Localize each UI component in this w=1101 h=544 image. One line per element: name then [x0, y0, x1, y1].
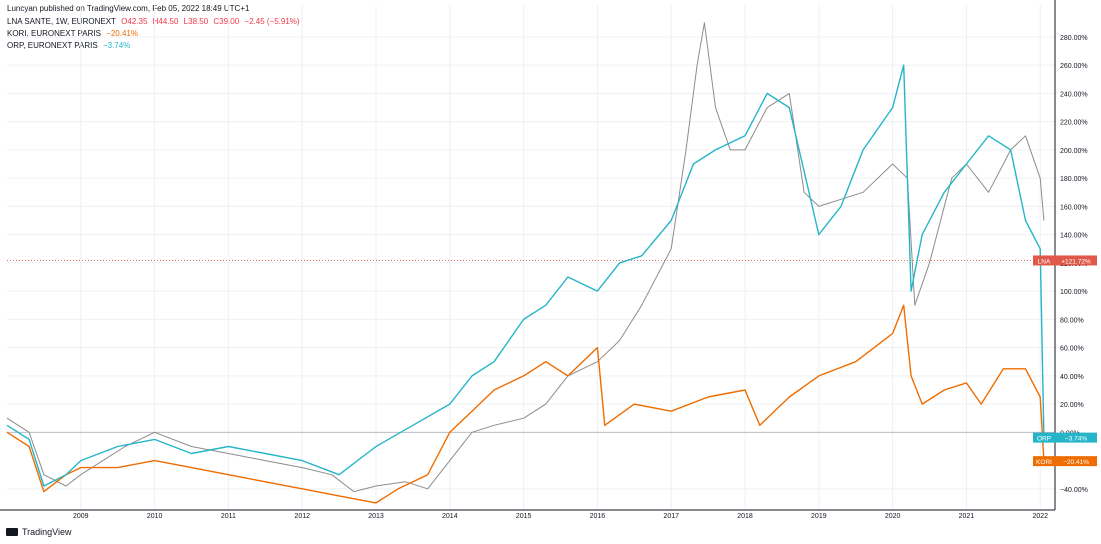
badge-symbol: LNA [1038, 258, 1051, 265]
y-tick-label: 240.00% [1060, 91, 1088, 98]
y-tick-label: 180.00% [1060, 176, 1088, 183]
main-symbol-label: LNA SANTE, 1W, EURONEXT [7, 17, 116, 26]
low-value: L38.50 [183, 17, 209, 26]
y-tick-label: 200.00% [1060, 148, 1088, 155]
y-tick-label: 220.00% [1060, 120, 1088, 127]
x-tick-label: 2014 [442, 513, 458, 520]
main-symbol-legend[interactable]: LNA SANTE, 1W, EURONEXT O42.35 H44.50 L3… [7, 17, 303, 26]
badge-value: −20.41% [1063, 459, 1089, 466]
x-tick-label: 2013 [368, 513, 384, 520]
x-tick-label: 2022 [1032, 513, 1048, 520]
y-tick-label: 20.00% [1060, 402, 1084, 409]
badge-value-bg [1055, 456, 1097, 467]
y-tick-label: 60.00% [1060, 346, 1084, 353]
y-tick-label: 160.00% [1060, 204, 1088, 211]
y-tick-label: 260.00% [1060, 63, 1088, 70]
tradingview-logo-icon [6, 528, 18, 536]
badge-symbol-bg [1033, 432, 1055, 443]
tradingview-footer[interactable]: TradingView [6, 527, 72, 537]
kori-value: −20.41% [106, 29, 138, 38]
kori-legend[interactable]: KORI, EURONEXT PARIS −20.41% [7, 29, 141, 38]
badge-symbol-bg [1033, 255, 1055, 266]
x-tick-label: 2021 [959, 513, 975, 520]
x-tick-label: 2019 [811, 513, 827, 520]
x-tick-label: 2017 [663, 513, 679, 520]
price-badge-orp[interactable]: ORP −3.74% [1033, 432, 1097, 443]
series-line-orp [6, 64, 1045, 487]
series-line-kori [6, 304, 1045, 504]
change-value: −2.45 (−5.91%) [244, 17, 300, 26]
badge-value: +121.72% [1061, 258, 1091, 265]
y-tick-label: −40.00% [1060, 487, 1088, 494]
brand-label: TradingView [22, 527, 72, 537]
x-tick-label: 2018 [737, 513, 753, 520]
kori-label: KORI, EURONEXT PARIS [7, 29, 101, 38]
badge-symbol-bg [1033, 456, 1055, 467]
x-tick-label: 2020 [885, 513, 901, 520]
y-tick-label: 100.00% [1060, 289, 1088, 296]
series-line-lna [6, 22, 1045, 493]
open-value: O42.35 [121, 17, 148, 26]
badge-value-bg [1055, 255, 1097, 266]
x-tick-label: 2009 [73, 513, 89, 520]
y-tick-label: 140.00% [1060, 233, 1088, 240]
orp-value: −3.74% [102, 41, 131, 50]
orp-legend[interactable]: ORP, EURONEXT PARIS −3.74% [7, 41, 133, 50]
x-tick-label: 2016 [590, 513, 606, 520]
badge-value-bg [1055, 432, 1097, 443]
price-badge-lna[interactable]: LNA +121.72% [1033, 255, 1097, 266]
y-tick-label: 280.00% [1060, 35, 1088, 42]
close-value: C39.00 [213, 17, 240, 26]
y-tick-label: 80.00% [1060, 317, 1084, 324]
x-tick-label: 2011 [221, 513, 236, 520]
orp-label: ORP, EURONEXT PARIS [7, 41, 98, 50]
x-tick-label: 2010 [147, 513, 163, 520]
y-tick-label: 40.00% [1060, 374, 1084, 381]
badge-symbol: ORP [1037, 436, 1051, 443]
price-badge-kori[interactable]: KORI −20.41% [1033, 456, 1097, 467]
badge-symbol: KORI [1036, 459, 1052, 466]
x-tick-label: 2012 [294, 513, 310, 520]
badge-value: −3.74% [1065, 436, 1087, 443]
publisher-line: Luncyan published on TradingView.com, Fe… [7, 4, 250, 13]
high-value: H44.50 [152, 17, 179, 26]
x-tick-label: 2015 [516, 513, 532, 520]
